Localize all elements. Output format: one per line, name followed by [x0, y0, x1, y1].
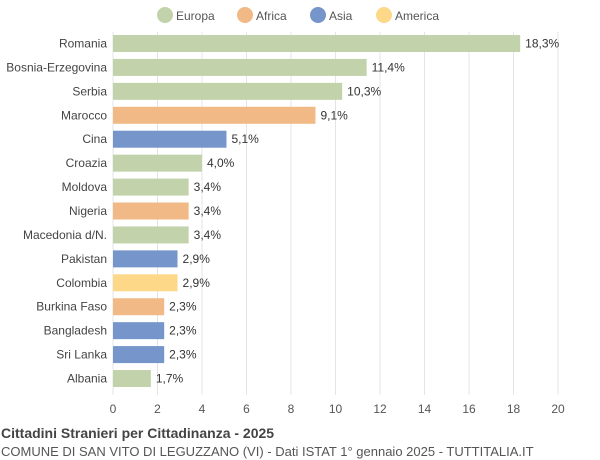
- category-label: Marocco: [61, 108, 107, 122]
- legend-label: Africa: [256, 9, 287, 23]
- category-label: Bosnia-Erzegovina: [6, 60, 107, 74]
- chart-subtitle: COMUNE DI SAN VITO DI LEGUZZANO (VI) - D…: [1, 444, 534, 459]
- value-label: 18,3%: [525, 37, 559, 51]
- chart-title: Cittadini Stranieri per Cittadinanza - 2…: [1, 425, 275, 441]
- bar: [113, 178, 189, 196]
- x-tick-label: 16: [462, 402, 476, 416]
- category-label: Albania: [67, 372, 107, 386]
- bar: [113, 298, 165, 316]
- bar: [113, 82, 343, 100]
- legend-label: America: [395, 9, 439, 23]
- bar-chart: 0 2 4 6 8 10 12 14 16 18 20 Romania 18,3% Bosnia-Erze…: [6, 7, 565, 416]
- category-label: Romania: [59, 37, 107, 51]
- x-tick-label: 4: [199, 402, 206, 416]
- category-label: Cina: [82, 132, 107, 146]
- x-tick-label: 8: [288, 402, 295, 416]
- value-label: 1,7%: [156, 372, 184, 386]
- value-label: 2,3%: [169, 348, 197, 362]
- value-label: 3,4%: [194, 204, 222, 218]
- category-label: Bangladesh: [44, 324, 107, 338]
- bar: [113, 250, 178, 268]
- legend-label: Asia: [329, 9, 353, 23]
- category-label: Burkina Faso: [36, 300, 107, 314]
- category-label: Macedonia d/N.: [23, 228, 107, 242]
- x-tick-label: 2: [154, 402, 161, 416]
- x-tick-label: 14: [418, 402, 432, 416]
- value-label: 2,9%: [183, 276, 211, 290]
- category-label: Sri Lanka: [56, 348, 107, 362]
- x-tick-label: 10: [329, 402, 343, 416]
- legend-marker: [310, 7, 326, 23]
- legend-marker: [237, 7, 253, 23]
- category-label: Moldova: [62, 180, 108, 194]
- x-tick-label: 6: [243, 402, 250, 416]
- category-label: Colombia: [56, 276, 107, 290]
- bar: [113, 346, 165, 364]
- x-tick-label: 18: [507, 402, 521, 416]
- value-label: 10,3%: [347, 84, 381, 98]
- bar: [113, 274, 178, 292]
- bar: [113, 130, 227, 148]
- value-label: 3,4%: [194, 228, 222, 242]
- value-label: 2,9%: [183, 252, 211, 266]
- value-label: 3,4%: [194, 180, 222, 194]
- bar: [113, 202, 189, 220]
- value-label: 2,3%: [169, 300, 197, 314]
- value-label: 2,3%: [169, 324, 197, 338]
- value-label: 5,1%: [231, 132, 259, 146]
- value-label: 9,1%: [320, 108, 348, 122]
- bar: [113, 322, 165, 340]
- legend-marker: [376, 7, 392, 23]
- value-label: 11,4%: [372, 60, 405, 74]
- category-label: Pakistan: [61, 252, 107, 266]
- legend-marker: [157, 7, 173, 23]
- category-label: Nigeria: [69, 204, 107, 218]
- category-label: Croazia: [66, 156, 108, 170]
- legend-label: Europa: [176, 9, 215, 23]
- x-tick-label: 12: [373, 402, 387, 416]
- bar: [113, 226, 189, 244]
- bar: [113, 106, 316, 124]
- x-tick-label: 20: [551, 402, 565, 416]
- bar: [113, 370, 151, 388]
- x-tick-label: 0: [110, 402, 117, 416]
- bar: [113, 58, 367, 76]
- bar: [113, 154, 202, 172]
- category-label: Serbia: [72, 84, 107, 98]
- bar: [113, 35, 521, 52]
- value-label: 4,0%: [207, 156, 235, 170]
